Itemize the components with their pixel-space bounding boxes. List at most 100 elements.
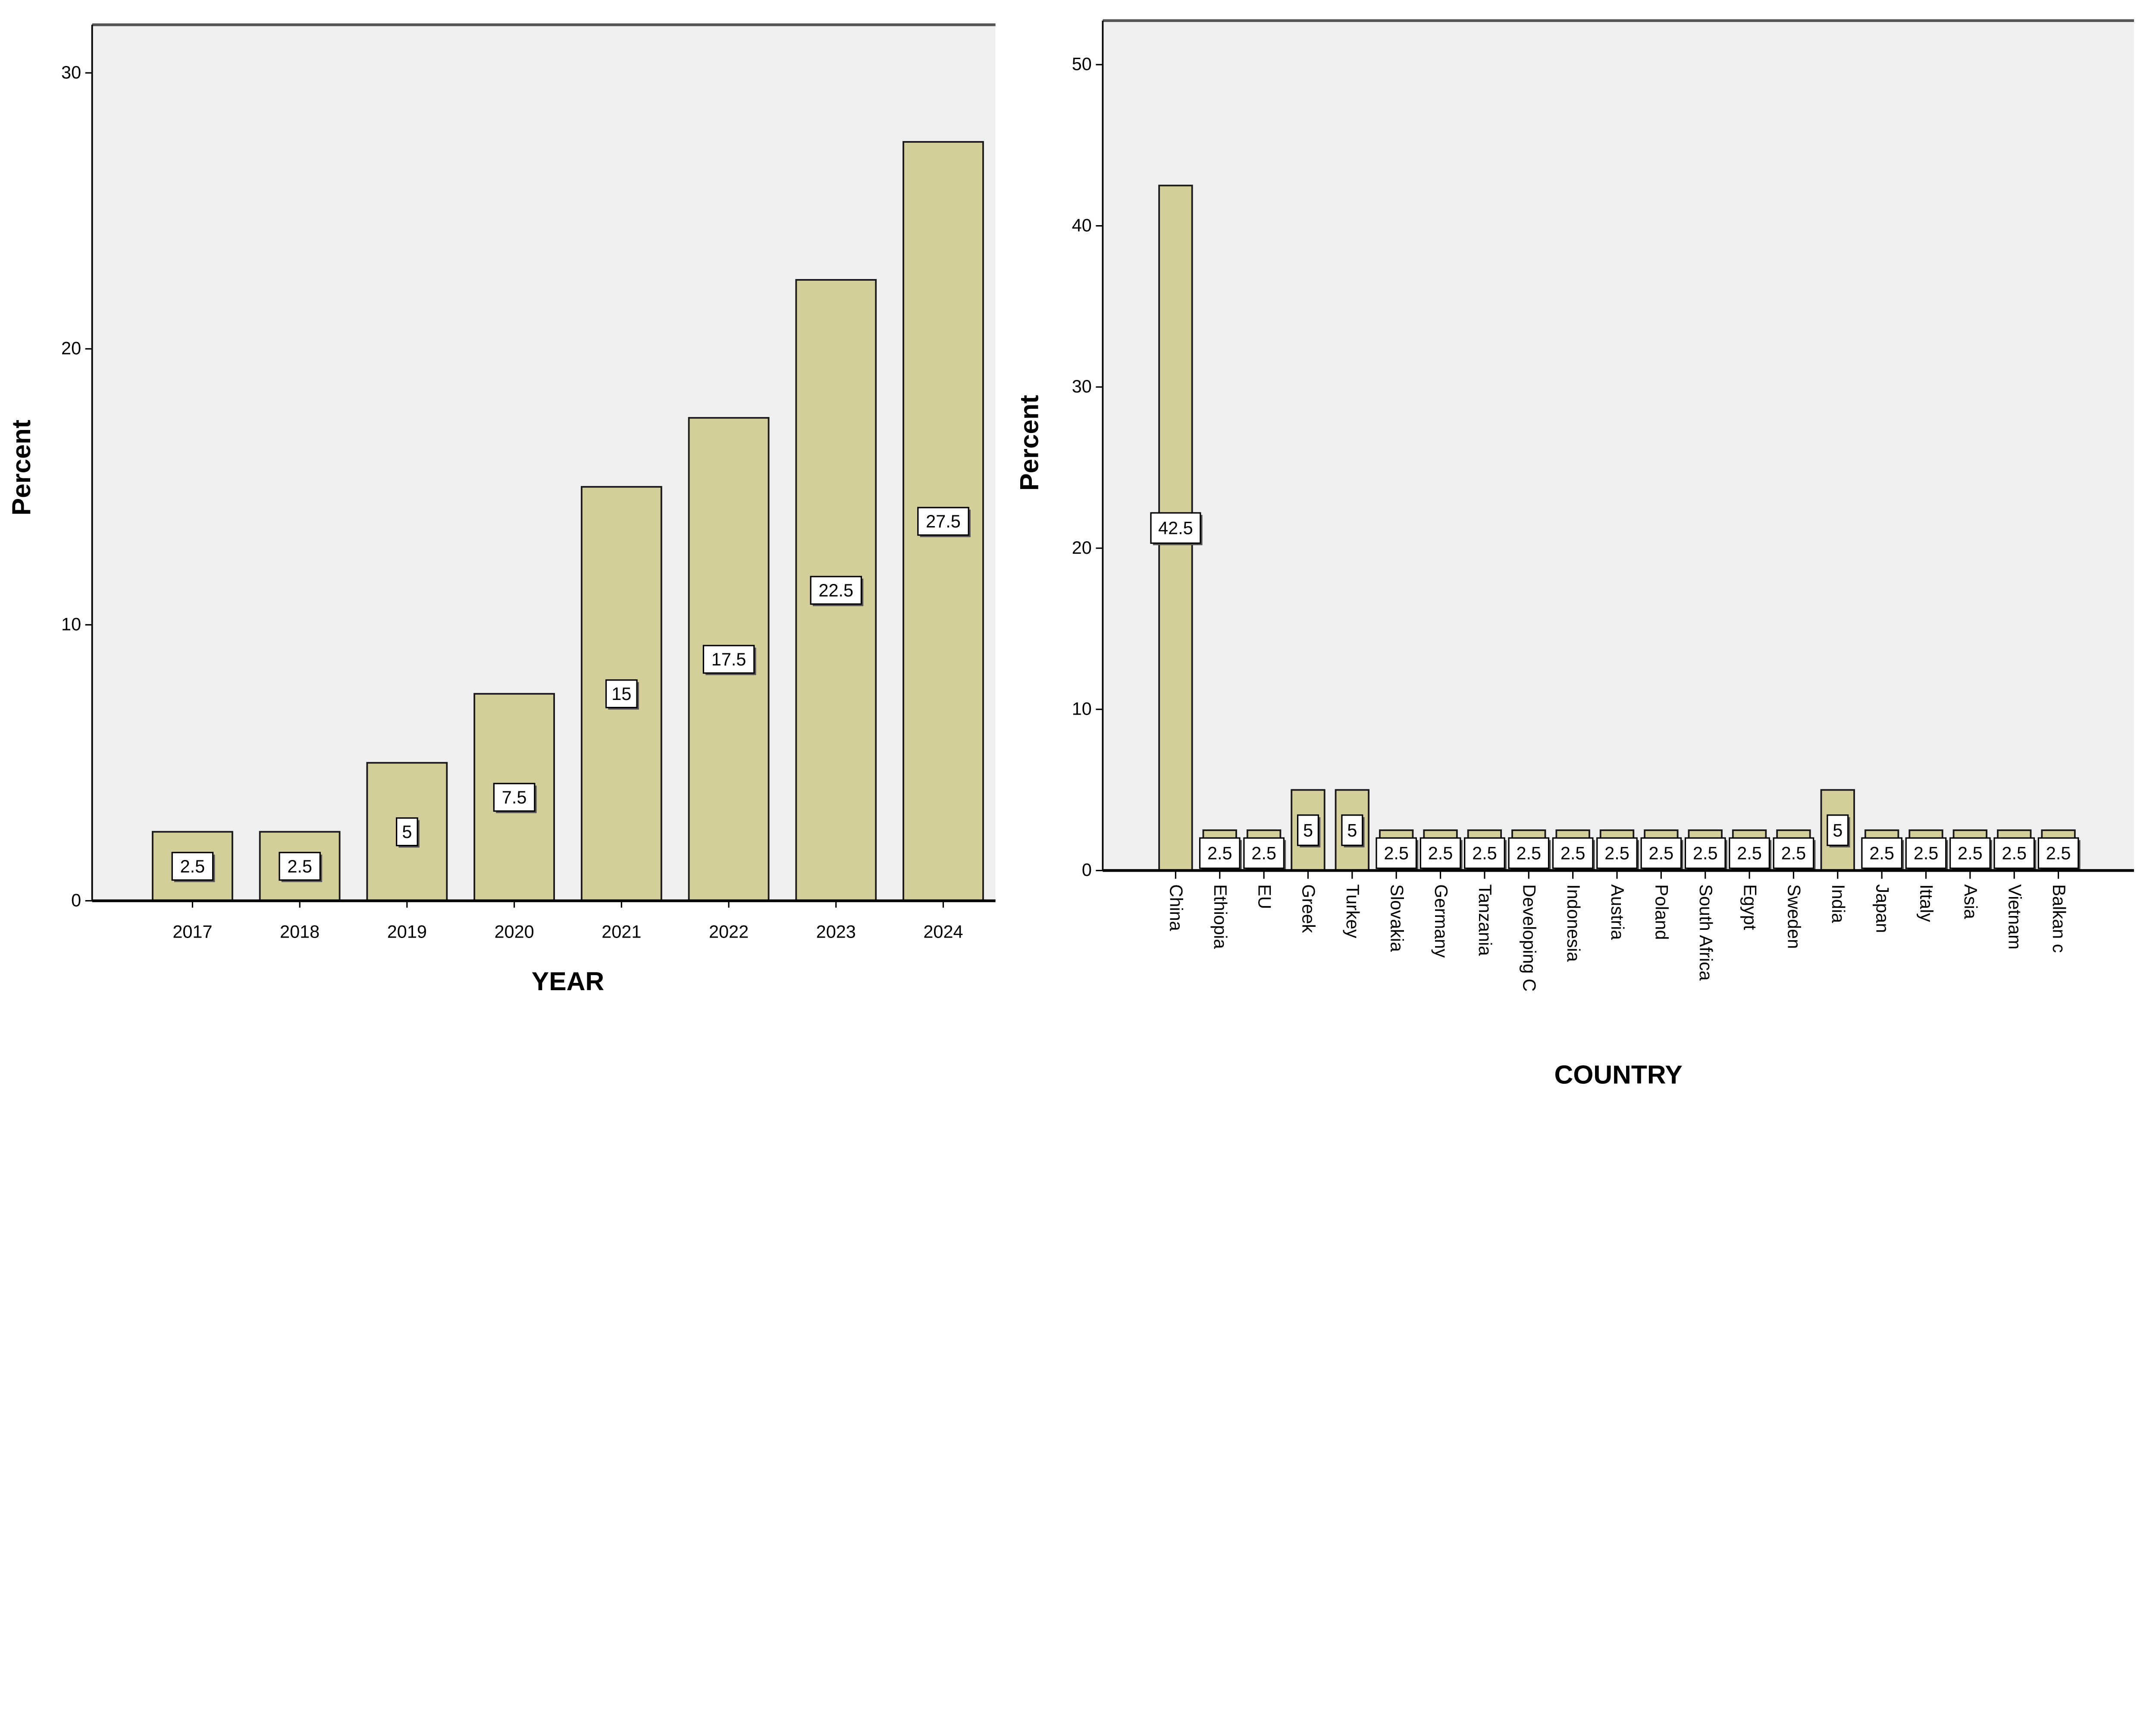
year-bar-chart: 0 10 20 30 2.5 2017 2.5 2018 5 2019 7.5 2020 15 2021 1… — [6, 23, 996, 996]
data-label: 5 — [1303, 820, 1313, 840]
plot-area — [1103, 20, 2134, 871]
data-label: 2.5 — [1561, 843, 1586, 863]
data-label-box — [1297, 814, 1319, 846]
data-label-box — [1199, 837, 1241, 869]
x-tick-label: 2022 — [709, 922, 749, 942]
data-label-box — [1640, 837, 1682, 869]
x-tick-label: 2024 — [923, 922, 963, 942]
x-tick-label: 2023 — [816, 922, 856, 942]
data-label-box — [1773, 837, 1814, 869]
x-tick-label: Slovakia — [1387, 884, 1407, 952]
country-bar-chart: 0 10 20 30 40 50 42.5 China 2.5 Ethiopia 2.5 EU 5 Gre… — [1015, 19, 2134, 1089]
x-tick-label: South Africa — [1696, 884, 1716, 981]
x-tick-label: 2021 — [602, 922, 641, 942]
data-label: 17.5 — [711, 649, 746, 669]
x-tick-label: Austria — [1608, 884, 1628, 940]
data-label-box — [605, 679, 638, 709]
data-label: 2.5 — [2002, 843, 2027, 863]
data-label: 5 — [402, 822, 412, 842]
y-axis-title: Percent — [6, 420, 36, 515]
data-label-box — [1341, 814, 1363, 846]
y-tick-label: 40 — [1072, 215, 1092, 235]
data-label-box — [1905, 837, 1947, 869]
x-tick-label: Germany — [1431, 884, 1451, 958]
data-label-box — [2037, 837, 2079, 869]
data-label-box — [1993, 837, 2035, 869]
data-label: 2.5 — [1428, 843, 1453, 863]
x-tick-label: Egypt — [1740, 884, 1760, 930]
y-tick-label: 0 — [71, 890, 81, 910]
x-tick-label: Greek — [1299, 884, 1319, 933]
data-label-box — [1729, 837, 1770, 869]
x-tick-label: Balkan c — [2049, 884, 2069, 953]
y-tick-label: 0 — [1082, 860, 1092, 880]
data-label-box — [1552, 837, 1594, 869]
x-tick-label: Ittaly — [1917, 884, 1937, 922]
data-label: 2.5 — [1604, 843, 1630, 863]
x-tick-label: Turkey — [1343, 884, 1363, 938]
data-label: 2.5 — [1693, 843, 1718, 863]
data-label: 2.5 — [1207, 843, 1232, 863]
data-label-box — [1949, 837, 1991, 869]
x-tick-label: Asia — [1961, 884, 1981, 919]
data-label-box — [1861, 837, 1902, 869]
data-label-box — [810, 576, 862, 605]
data-label-box — [702, 645, 755, 674]
figure: 0 10 20 30 2.5 2017 2.5 2018 5 2019 7.5 2020 15 2021 1… — [6, 19, 2134, 1089]
y-tick-label: 10 — [61, 614, 81, 634]
y-tick-label: 20 — [61, 338, 81, 358]
data-label-box — [1150, 512, 1201, 544]
y-tick-label: 30 — [1072, 376, 1092, 396]
data-label: 2.5 — [1737, 843, 1762, 863]
data-label: 2.5 — [1958, 843, 1983, 863]
x-axis-title: COUNTRY — [1554, 1060, 1683, 1089]
x-tick-label: 2019 — [387, 922, 427, 942]
x-tick-label: 2020 — [495, 922, 534, 942]
data-label-box — [1684, 837, 1726, 869]
data-label: 7.5 — [502, 787, 527, 807]
data-label: 2.5 — [1384, 843, 1409, 863]
data-label-box — [1596, 837, 1638, 869]
data-label-box — [171, 852, 214, 881]
data-label-box — [917, 507, 969, 536]
data-label-box — [1376, 837, 1417, 869]
data-label: 42.5 — [1158, 518, 1193, 538]
x-tick-label: Tanzania — [1475, 884, 1495, 956]
data-label-box — [396, 817, 418, 847]
x-tick-label: EU — [1254, 884, 1275, 909]
x-tick-label: 2018 — [280, 922, 320, 942]
x-tick-label: China — [1166, 884, 1187, 931]
data-label: 2.5 — [1649, 843, 1674, 863]
data-label-box — [1508, 837, 1550, 869]
data-label-box — [493, 783, 536, 812]
data-label: 2.5 — [1251, 843, 1276, 863]
bar — [152, 831, 233, 902]
data-label: 5 — [1833, 820, 1843, 840]
data-label: 22.5 — [818, 580, 853, 600]
x-tick-label: Indonesia — [1564, 884, 1584, 962]
x-tick-label: Sweden — [1784, 884, 1805, 949]
data-label: 27.5 — [926, 511, 961, 531]
data-label-box — [1243, 837, 1285, 869]
x-tick-label: Developing C — [1520, 884, 1540, 992]
x-tick-label: Vietnam — [2005, 884, 2025, 949]
data-label: 2.5 — [1781, 843, 1806, 863]
data-label: 2.5 — [287, 856, 312, 876]
data-label: 2.5 — [180, 856, 205, 876]
y-axis-title: Percent — [1015, 395, 1044, 491]
y-tick-label: 50 — [1072, 54, 1092, 74]
data-label: 2.5 — [1472, 843, 1497, 863]
data-label: 2.5 — [1914, 843, 1939, 863]
x-tick-label: Ethiopia — [1210, 884, 1231, 949]
y-tick-label: 30 — [61, 62, 81, 82]
data-label-box — [279, 852, 321, 881]
x-tick-label: Japan — [1872, 884, 1893, 933]
data-label-box — [1827, 814, 1849, 846]
x-axis-title: YEAR — [532, 966, 604, 996]
x-tick-label: 2017 — [172, 922, 212, 942]
data-label: 2.5 — [1869, 843, 1894, 863]
data-label-box — [1464, 837, 1505, 869]
y-tick-label: 10 — [1072, 699, 1092, 719]
data-label-box — [1420, 837, 1461, 869]
data-label: 5 — [1347, 820, 1357, 840]
